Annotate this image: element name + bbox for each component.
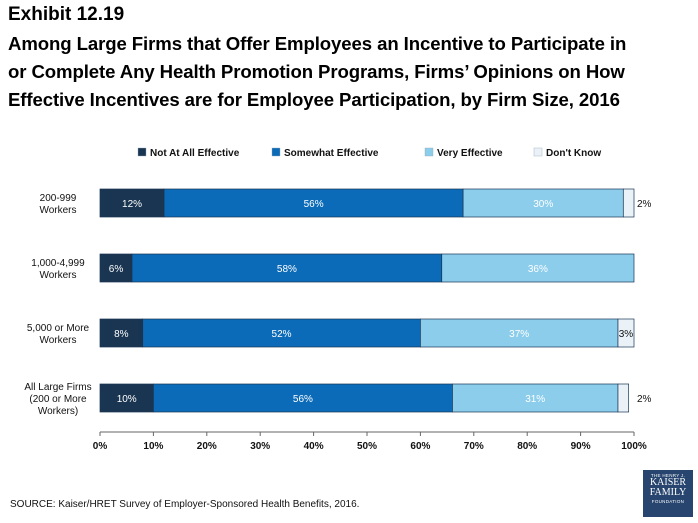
title-line: Effective Incentives are for Employee Pa… <box>8 89 620 110</box>
x-tick-label: 90% <box>571 441 591 452</box>
legend-swatch <box>137 147 147 157</box>
data-label: 6% <box>109 264 124 275</box>
chart-title: Among Large Firms that Offer Employees a… <box>8 30 693 114</box>
bar-segment <box>617 318 635 348</box>
data-label: 37% <box>509 329 529 340</box>
legend-swatch <box>533 147 543 157</box>
title-line: or Complete Any Health Promotion Program… <box>8 61 625 82</box>
logo-line: THE HENRY J. <box>650 473 686 478</box>
x-tick-label: 20% <box>197 441 217 452</box>
data-label: 56% <box>293 394 313 405</box>
data-label: 12% <box>122 199 142 210</box>
logo-line: KAISER <box>649 477 687 488</box>
title-line: Among Large Firms that Offer Employees a… <box>8 33 627 54</box>
x-tick-label: 80% <box>517 441 537 452</box>
legend-label: Don't Know <box>546 148 601 159</box>
bar-segment <box>153 383 453 413</box>
category-label: (200 or More <box>29 394 87 405</box>
kff-logo: THE HENRY J. KAISER FAMILY FOUNDATION <box>643 470 693 517</box>
data-label: 10% <box>117 394 137 405</box>
x-tick-label: 40% <box>304 441 324 452</box>
logo-line: FAMILY <box>649 487 687 498</box>
data-label: 36% <box>528 264 548 275</box>
x-tick-label: 100% <box>621 441 647 452</box>
data-label: 3% <box>619 329 634 340</box>
category-label: Workers) <box>38 406 78 417</box>
category-label: Workers <box>39 335 76 346</box>
x-tick-label: 30% <box>250 441 270 452</box>
bar-segment <box>163 188 464 218</box>
legend-swatch <box>424 147 434 157</box>
data-label: 2% <box>637 199 652 210</box>
x-tick-label: 0% <box>93 441 108 452</box>
category-label: 5,000 or More <box>27 323 90 334</box>
legend-label: Somewhat Effective <box>284 148 379 159</box>
x-tick-label: 70% <box>464 441 484 452</box>
data-label: 52% <box>272 329 292 340</box>
bar-segment <box>99 318 144 348</box>
data-label: 31% <box>525 394 545 405</box>
x-tick-label: 60% <box>410 441 430 452</box>
logo-line: FOUNDATION <box>651 499 685 504</box>
data-label: 8% <box>114 329 129 340</box>
category-label: 1,000-4,999 <box>31 258 85 269</box>
category-label: 200-999 <box>40 193 77 204</box>
legend-swatch <box>271 147 281 157</box>
bar-segment <box>142 318 421 348</box>
category-label: Workers <box>39 205 76 216</box>
stacked-bar-chart: Not At All Effective Somewhat Effective Ve… <box>24 147 652 452</box>
category-label: Workers <box>39 270 76 281</box>
data-label: 2% <box>637 394 652 405</box>
source-note: SOURCE: Kaiser/HRET Survey of Employer-S… <box>10 499 360 510</box>
data-label: 56% <box>304 199 324 210</box>
x-tick-label: 10% <box>143 441 163 452</box>
legend-label: Not At All Effective <box>150 148 240 159</box>
data-label: 58% <box>277 264 297 275</box>
bar-segment <box>622 188 635 218</box>
bar-segment <box>462 188 624 218</box>
bar-segment <box>131 253 443 283</box>
bar-segment <box>452 383 619 413</box>
category-label: All Large Firms <box>24 382 91 393</box>
exhibit-number: Exhibit 12.19 <box>8 4 125 25</box>
bar-segment <box>617 383 630 413</box>
x-tick-label: 50% <box>357 441 377 452</box>
legend-label: Very Effective <box>437 148 503 159</box>
bar-segment <box>441 253 635 283</box>
data-label: 30% <box>533 199 553 210</box>
